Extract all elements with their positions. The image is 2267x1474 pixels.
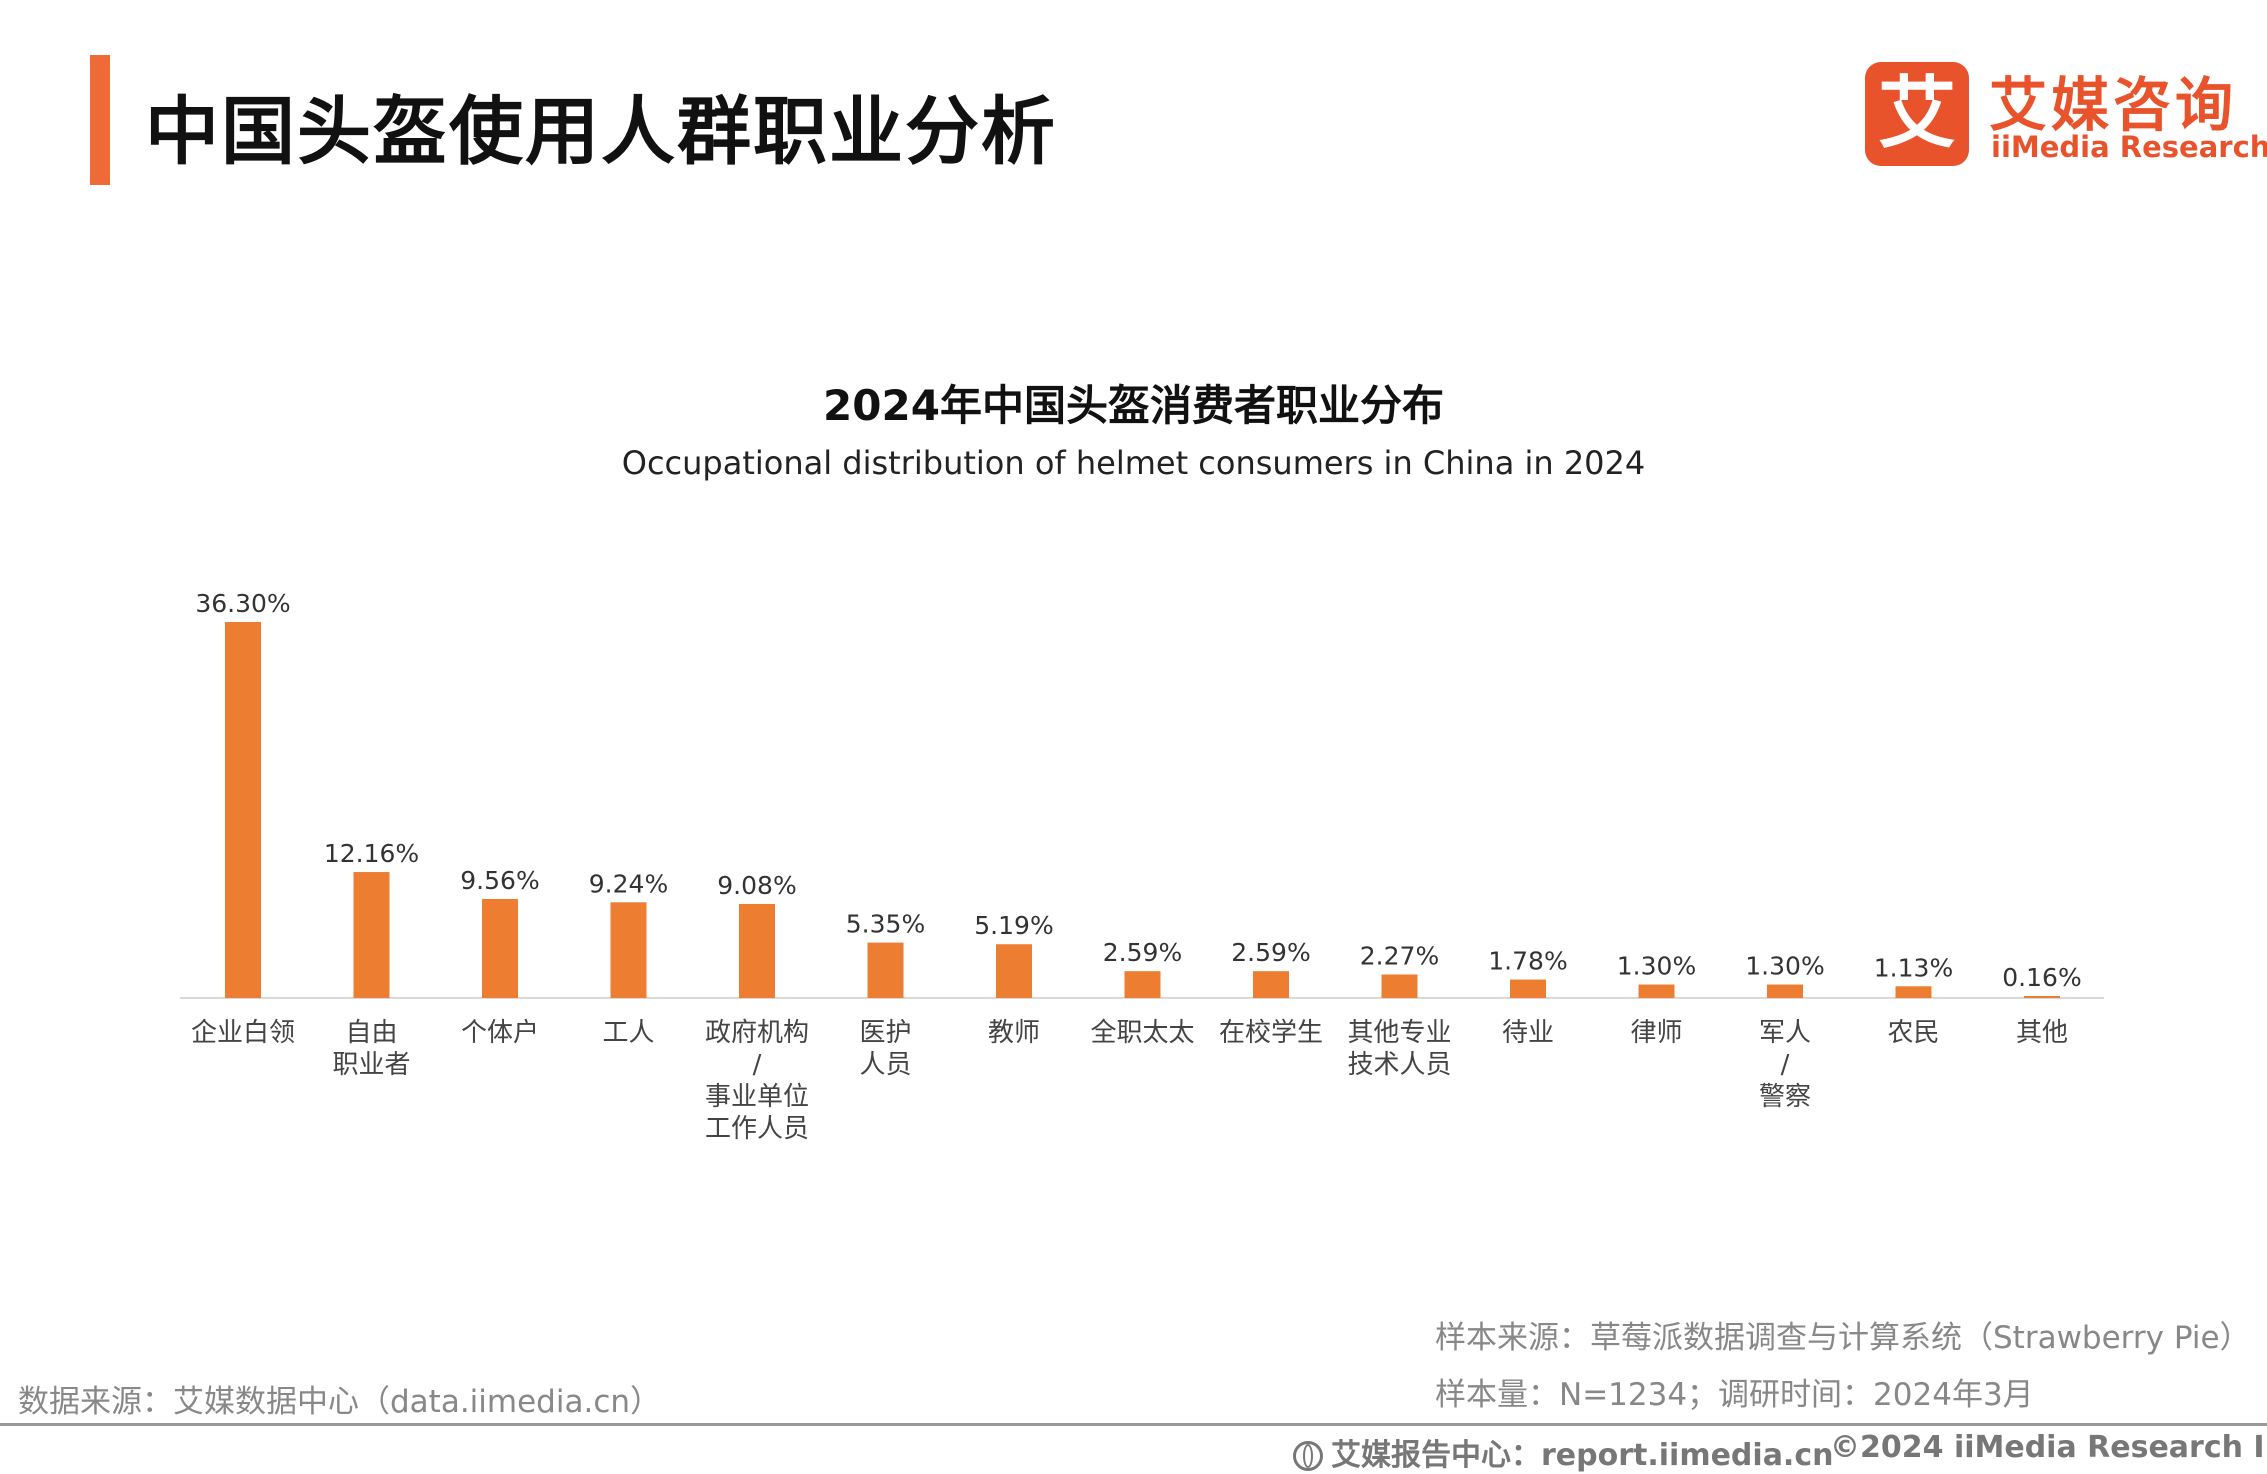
category-label: 政府机构 — [705, 1018, 809, 1048]
category-label: 待业 — [1502, 1018, 1554, 1048]
bar — [1767, 984, 1803, 998]
category-label: 全职太太 — [1090, 1018, 1194, 1048]
data-label: 5.35% — [846, 910, 925, 939]
logo-mark-icon: 艾 — [1865, 62, 1969, 166]
data-source-note: 数据来源：艾媒数据中心（data.iimedia.cn） — [18, 1384, 662, 1420]
category-label: 医护 — [859, 1018, 911, 1048]
category-label: 工作人员 — [705, 1114, 809, 1144]
bar — [996, 944, 1032, 998]
data-label: 1.30% — [1745, 952, 1824, 981]
bar — [610, 902, 647, 998]
category-label: 其他专业 — [1347, 1018, 1451, 1048]
data-label: 2.59% — [1103, 938, 1182, 967]
bar — [1124, 971, 1161, 998]
data-label: 2.27% — [1360, 941, 1439, 970]
category-label: 在校学生 — [1219, 1018, 1323, 1048]
globe-icon — [1293, 1441, 1323, 1471]
bar — [225, 622, 261, 998]
iimedia-logo: 艾 艾媒咨询 iiMedia Research — [1865, 62, 2267, 172]
bar — [482, 898, 518, 998]
data-label: 9.24% — [589, 869, 668, 898]
footer-copyright: ©2024 iiMedia Research Inc — [1830, 1430, 2267, 1465]
category-label: / — [1781, 1050, 1790, 1080]
data-label: 36.30% — [195, 589, 290, 618]
bar — [1381, 974, 1418, 998]
data-label: 1.13% — [1874, 953, 1953, 982]
bar — [739, 903, 775, 998]
bar — [1510, 979, 1546, 998]
sample-size-note: 样本量：N=1234；调研时间：2024年3月 — [1435, 1377, 2034, 1413]
bar — [2024, 996, 2060, 998]
footer-report-center[interactable]: 艾媒报告中心：report.iimedia.cn — [1293, 1430, 1833, 1474]
category-label: 事业单位 — [705, 1082, 809, 1112]
category-label: 个体户 — [461, 1018, 539, 1048]
category-label: 军人 — [1759, 1018, 1811, 1048]
data-label: 1.78% — [1488, 947, 1567, 976]
bar — [1638, 984, 1675, 998]
category-label: 人员 — [859, 1050, 911, 1080]
category-label: 自由 — [345, 1018, 397, 1048]
category-label: 职业者 — [332, 1050, 410, 1080]
category-label: 工人 — [602, 1018, 654, 1048]
category-label: 技术人员 — [1347, 1050, 1451, 1080]
category-label: 教师 — [988, 1018, 1040, 1048]
chart-title: 2024年中国头盔消费者职业分布 — [823, 381, 1444, 430]
data-label: 0.16% — [2002, 963, 2081, 992]
title-accent-bar — [90, 55, 110, 185]
category-label: 农民 — [1887, 1018, 1939, 1048]
sample-source-note: 样本来源：草莓派数据调查与计算系统（Strawberry Pie） — [1435, 1320, 2251, 1356]
category-label: 警察 — [1759, 1082, 1811, 1112]
chart-subtitle: Occupational distribution of helmet cons… — [621, 444, 1646, 482]
category-label: 其他 — [2016, 1018, 2068, 1048]
footer-report-text: 艾媒报告中心：report.iimedia.cn — [1331, 1438, 1834, 1473]
bar — [353, 872, 390, 998]
logo-mark-glyph: 艾 — [1877, 69, 1956, 159]
page-title: 中国头盔使用人群职业分析 — [145, 89, 1057, 175]
bar — [1895, 986, 1932, 998]
category-label: 律师 — [1630, 1018, 1682, 1048]
data-label: 12.16% — [324, 839, 419, 868]
category-label: 企业白领 — [191, 1018, 295, 1048]
bar — [1253, 971, 1289, 998]
bar — [867, 942, 904, 998]
logo-name-cn: 艾媒咨询 — [1989, 71, 2238, 139]
data-label: 1.30% — [1617, 952, 1696, 981]
data-label: 9.08% — [717, 871, 796, 900]
category-label: / — [753, 1050, 762, 1080]
data-label: 5.19% — [974, 911, 1053, 940]
logo-name-en: iiMedia Research — [1991, 130, 2267, 164]
data-label: 9.56% — [460, 866, 539, 895]
data-label: 2.59% — [1231, 938, 1310, 967]
footer-divider — [0, 1423, 2267, 1426]
